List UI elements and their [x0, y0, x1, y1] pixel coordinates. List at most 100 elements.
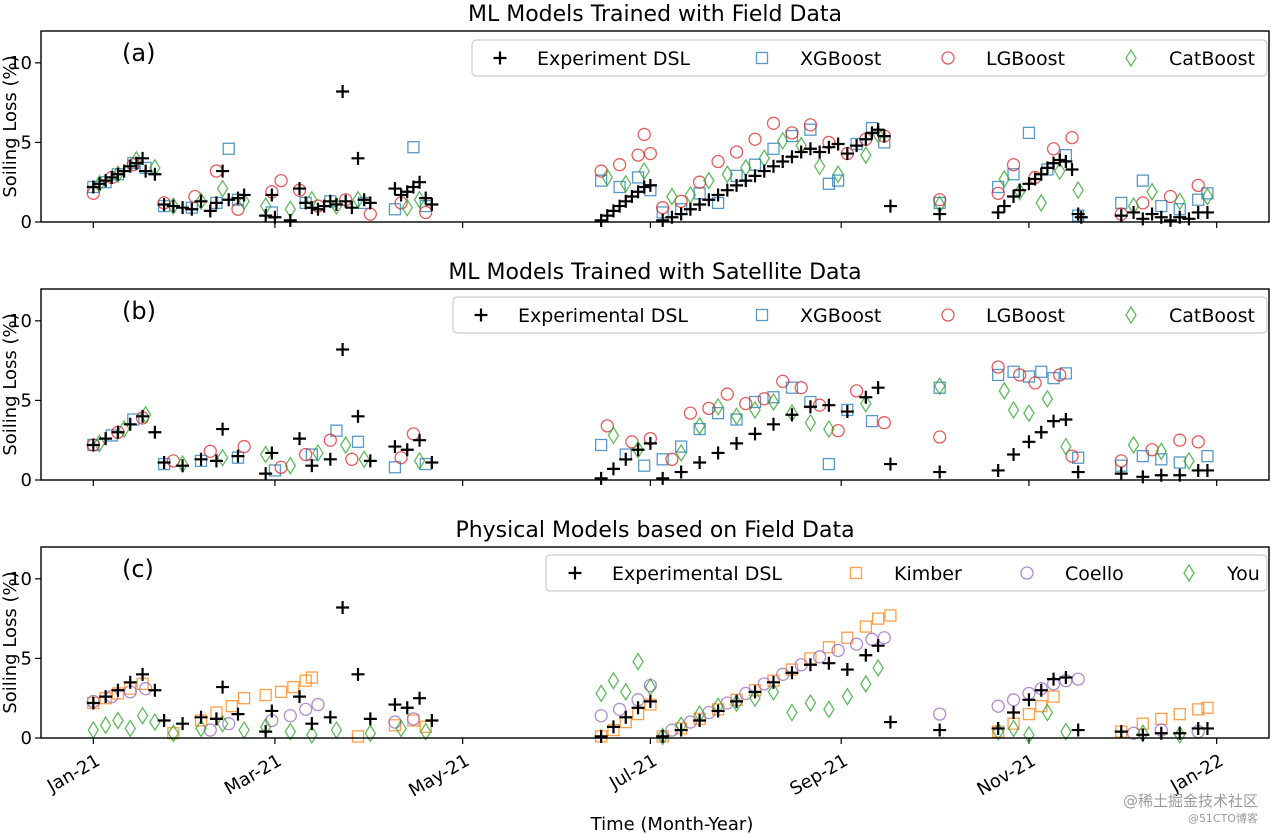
- data-point: [643, 178, 657, 192]
- data-point: [1046, 142, 1061, 156]
- data-point: [776, 155, 790, 169]
- legend: Experimental DSL Kimber Coello You: [545, 554, 1268, 592]
- data-point: [222, 717, 236, 731]
- data-point: [703, 171, 715, 190]
- data-point: [259, 688, 272, 702]
- data-point: [1173, 707, 1186, 721]
- data-point: [425, 197, 439, 211]
- data-point: [86, 180, 100, 194]
- data-point: [1006, 158, 1021, 172]
- data-point: [136, 706, 149, 725]
- data-point: [400, 701, 414, 715]
- data-point: [998, 169, 1011, 189]
- legend-label: Experimental DSL: [518, 305, 688, 327]
- data-point: [136, 667, 150, 681]
- data-point: [594, 729, 608, 743]
- data-point: [123, 675, 137, 689]
- data-point: [803, 142, 817, 156]
- data-point: [274, 685, 288, 698]
- data-point: [388, 440, 402, 454]
- data-point: [785, 150, 799, 164]
- data-point: [176, 459, 190, 473]
- data-point: [776, 667, 790, 681]
- data-point: [259, 209, 273, 223]
- data-point: [167, 727, 180, 740]
- data-point: [656, 471, 670, 485]
- data-point: [1013, 368, 1027, 382]
- data-point: [336, 600, 350, 614]
- data-point: [656, 201, 670, 215]
- data-point: [1007, 400, 1020, 420]
- data-point: [831, 137, 845, 151]
- data-point: [1127, 205, 1141, 219]
- data-point: [860, 674, 872, 694]
- data-point: [730, 436, 744, 450]
- data-point: [612, 702, 627, 716]
- data-point: [594, 709, 608, 723]
- data-point: [638, 459, 651, 472]
- data-point: [419, 205, 433, 220]
- data-point: [394, 451, 408, 465]
- data-point: [749, 400, 761, 420]
- data-point: [123, 159, 137, 173]
- data-point: [339, 194, 353, 208]
- data-point: [637, 180, 651, 194]
- data-point: [683, 406, 698, 420]
- data-point: [1191, 435, 1205, 449]
- data-point: [1200, 463, 1214, 477]
- data-point: [406, 427, 421, 441]
- data-point: [776, 131, 789, 151]
- data-point: [1115, 196, 1128, 210]
- data-point: [1146, 182, 1158, 201]
- panel-title: Physical Models based on Field Data: [455, 518, 854, 543]
- data-point: [933, 465, 947, 479]
- data-point: [594, 174, 608, 187]
- panel-3: Physical Models based on Field Data (c) So…: [0, 518, 1270, 801]
- panel-title: ML Models Trained with Satellite Data: [448, 260, 861, 285]
- data-point: [1047, 414, 1061, 428]
- data-point: [831, 174, 845, 187]
- data-point: [1163, 189, 1178, 204]
- y-axis-label: Soiling Loss (%): [0, 313, 21, 455]
- data-point: [813, 157, 826, 176]
- x-tick-label: May-21: [405, 750, 473, 801]
- data-point: [401, 198, 414, 217]
- data-point: [656, 453, 669, 466]
- data-point: [413, 433, 427, 447]
- data-point: [859, 132, 873, 146]
- data-point: [388, 461, 402, 474]
- data-point: [345, 452, 359, 466]
- data-point: [222, 193, 236, 207]
- data-point: [877, 631, 891, 645]
- series-kimber: [87, 609, 1214, 743]
- data-point: [822, 140, 836, 154]
- data-point: [766, 675, 780, 689]
- y-tick-label: 10: [9, 569, 32, 590]
- data-point: [157, 455, 171, 469]
- data-point: [363, 454, 377, 468]
- data-point: [1155, 199, 1168, 213]
- legend-marker: [1183, 563, 1195, 583]
- legend-marker: [474, 308, 488, 322]
- data-point: [1047, 156, 1061, 170]
- data-point: [720, 183, 734, 197]
- data-point: [1007, 190, 1021, 204]
- data-point: [194, 710, 208, 724]
- data-point: [656, 729, 670, 743]
- data-point: [99, 432, 113, 446]
- data-point: [357, 193, 371, 207]
- data-point: [149, 712, 161, 732]
- data-point: [992, 368, 1005, 382]
- data-point: [123, 417, 137, 431]
- series-experimental-dsl: [86, 342, 1214, 485]
- data-point: [225, 700, 238, 713]
- data-point: [850, 139, 864, 153]
- data-point: [1041, 389, 1054, 409]
- data-point: [1173, 192, 1186, 211]
- data-point: [1047, 690, 1060, 703]
- data-point: [351, 730, 365, 743]
- data-point: [632, 652, 644, 671]
- data-point: [991, 360, 1005, 374]
- data-point: [730, 407, 743, 426]
- data-point: [767, 682, 780, 702]
